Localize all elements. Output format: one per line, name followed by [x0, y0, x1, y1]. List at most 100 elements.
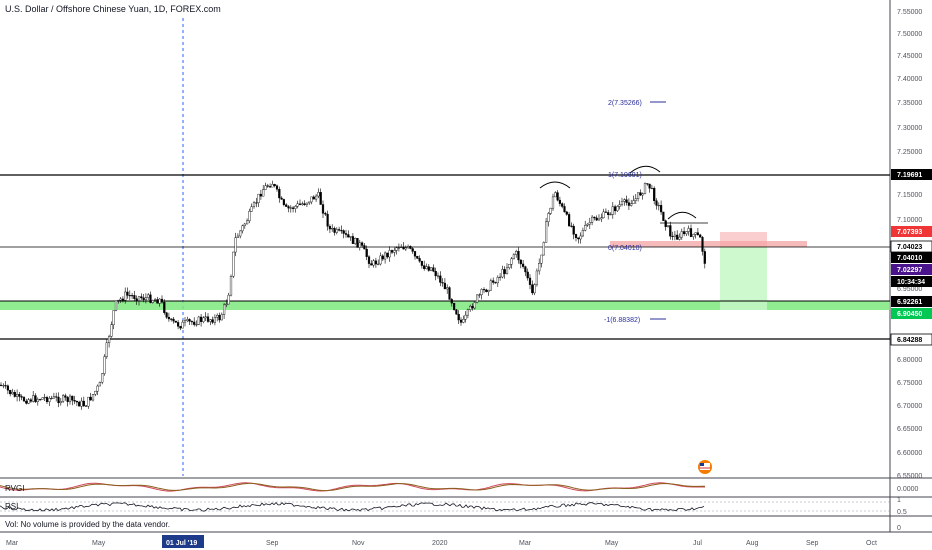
time-tick: 2020 — [432, 540, 448, 547]
candle-body — [370, 263, 373, 266]
candle-body — [89, 396, 92, 401]
candle-body — [29, 399, 32, 402]
candle-body — [407, 246, 410, 248]
candle-body — [446, 287, 449, 290]
price-badges: 7.19691 7.07393 7.04023 7.04010 7.02297 … — [890, 169, 932, 346]
time-axis[interactable]: Mar May Sep Nov 2020 Mar May Jul Aug Sep… — [6, 535, 877, 548]
candle-body — [637, 192, 640, 199]
candle-body — [59, 401, 62, 404]
badge-resistance: 7.19691 — [897, 172, 922, 179]
candle-body — [75, 400, 78, 403]
candle-body — [91, 394, 95, 401]
candle-body — [430, 267, 433, 271]
candle-body — [386, 252, 389, 258]
candle-body — [344, 233, 348, 235]
candle-body — [476, 294, 479, 303]
flag-logo-icon — [698, 460, 712, 474]
candle-body — [170, 318, 173, 320]
candle-body — [526, 271, 529, 279]
volume-note: Vol: No volume is provided by the data v… — [5, 520, 170, 529]
candle-body — [409, 246, 412, 249]
candle-body — [515, 251, 518, 255]
candle-body — [310, 196, 313, 203]
candle-body — [144, 297, 147, 300]
price-tick: 6.60000 — [897, 450, 922, 457]
price-tick: 7.55000 — [897, 9, 922, 16]
candle-body — [211, 319, 214, 323]
candle-body — [577, 237, 580, 240]
candle-body — [273, 184, 276, 186]
candle-body — [689, 228, 693, 237]
candle-body — [402, 246, 405, 250]
candle-body — [634, 198, 637, 201]
candle-body — [163, 302, 166, 313]
candle-body — [597, 218, 601, 221]
candle-body — [243, 223, 246, 226]
candle-body — [340, 230, 343, 232]
candle-body — [581, 230, 584, 237]
candle-body — [524, 266, 527, 273]
candle-body — [234, 237, 237, 253]
candle-body — [301, 203, 304, 205]
candle-body — [71, 395, 74, 401]
candle-body — [593, 216, 596, 219]
candle-body — [216, 315, 219, 318]
rvgi-label[interactable]: RVGI — [5, 484, 25, 493]
rsi-line — [0, 502, 705, 512]
candle-body — [395, 247, 398, 251]
candle-body — [105, 342, 108, 357]
candle-body — [55, 396, 58, 398]
candle-body — [193, 321, 196, 325]
candle-body — [586, 223, 589, 226]
candle-body — [363, 245, 366, 250]
candle-body — [84, 405, 88, 407]
candle-body — [630, 203, 633, 206]
candle-body — [165, 312, 168, 318]
support-zone — [0, 301, 890, 310]
candle-body — [361, 242, 364, 246]
candle-body — [250, 206, 253, 212]
candle-body — [48, 398, 51, 403]
candle-body — [643, 183, 647, 194]
candle-body — [680, 231, 683, 238]
rsi-label[interactable]: RSI — [5, 502, 19, 511]
candle-body — [390, 250, 394, 253]
candle-body — [328, 226, 331, 230]
candle-body — [692, 234, 695, 237]
candle-body — [565, 211, 568, 215]
time-tick: Oct — [866, 540, 877, 547]
candle-body — [315, 195, 318, 200]
time-tick: May — [92, 540, 106, 547]
badge-last-price: 7.02297 — [897, 267, 922, 274]
candle-body — [453, 303, 456, 310]
candle-body — [107, 336, 111, 344]
candle-body — [271, 184, 274, 188]
candle-body — [492, 280, 495, 283]
candle-body — [103, 356, 106, 374]
candle-body — [508, 264, 511, 269]
candle-body — [190, 321, 193, 323]
candle-body — [627, 202, 630, 206]
candle-body — [579, 235, 582, 240]
candle-body — [558, 199, 561, 204]
candle-body — [114, 300, 118, 311]
candle-body — [388, 250, 391, 258]
candle-body — [62, 395, 65, 402]
candle-body — [43, 397, 46, 399]
candle-body — [349, 236, 352, 238]
candle-body — [101, 373, 104, 383]
candle-body — [678, 236, 681, 240]
candle-body — [687, 228, 690, 232]
candle-body — [462, 319, 465, 323]
candle-body — [176, 322, 180, 327]
candle-body — [650, 187, 653, 189]
candle-body — [126, 291, 129, 296]
price-tick: 7.50000 — [897, 31, 922, 38]
candle-body — [121, 298, 124, 301]
candle-body — [140, 296, 143, 299]
chart-title: U.S. Dollar / Offshore Chinese Yuan, 1D,… — [5, 4, 221, 14]
candle-body — [625, 199, 628, 203]
price-axis[interactable]: 7.55000 7.50000 7.45000 7.40000 7.35000 … — [897, 9, 922, 480]
candle-body — [646, 183, 649, 185]
